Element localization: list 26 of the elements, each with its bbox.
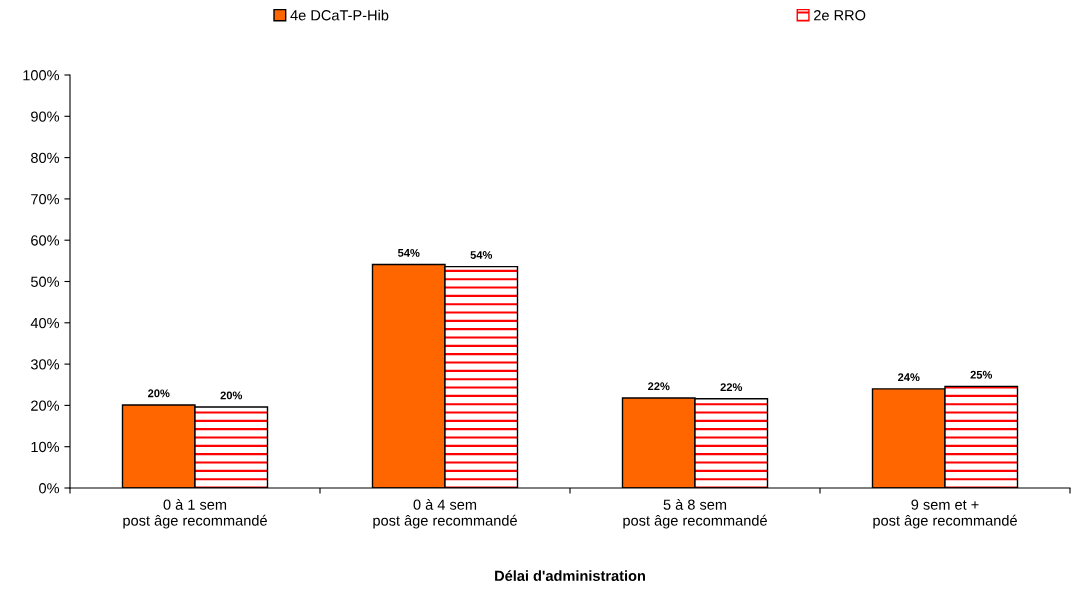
y-tick-label: 0% — [39, 483, 60, 494]
y-tick-label: 70% — [31, 194, 60, 205]
data-label: 20% — [220, 391, 243, 400]
y-tick-label: 60% — [31, 235, 60, 246]
y-tick-label: 40% — [30, 317, 60, 329]
y-tick-label: 10% — [31, 441, 60, 453]
data-label: 20% — [148, 389, 170, 398]
data-label: 25% — [970, 370, 993, 379]
x-tick-label: 0 à 1 sem post âge recommandé — [123, 498, 267, 529]
y-tick-label: 100% — [23, 70, 60, 81]
y-tick-label: 90% — [31, 111, 60, 122]
legend-label: 4e DCaT-P-Hib — [290, 9, 389, 21]
x-tick-label: 0 à 4 sem post âge recommandé — [373, 498, 517, 529]
data-label: 22% — [720, 383, 743, 392]
x-tick-label: 9 sem et + post âge recommandé — [873, 499, 1017, 529]
y-tick-label: 30% — [30, 359, 60, 370]
y-tick-label: 80% — [31, 152, 60, 164]
y-tick-label: 50% — [30, 276, 60, 287]
data-label: 54% — [470, 251, 493, 259]
x-tick-label: 5 à 8 sem post âge recommandé — [623, 498, 767, 529]
x-axis-title: Délai d'administration — [495, 570, 645, 581]
data-label: 24% — [898, 373, 920, 382]
data-label: 54% — [397, 248, 420, 257]
y-tick-label: 20% — [31, 400, 60, 411]
data-label: 22% — [648, 382, 670, 391]
legend-label: 2e RRO — [814, 10, 866, 21]
